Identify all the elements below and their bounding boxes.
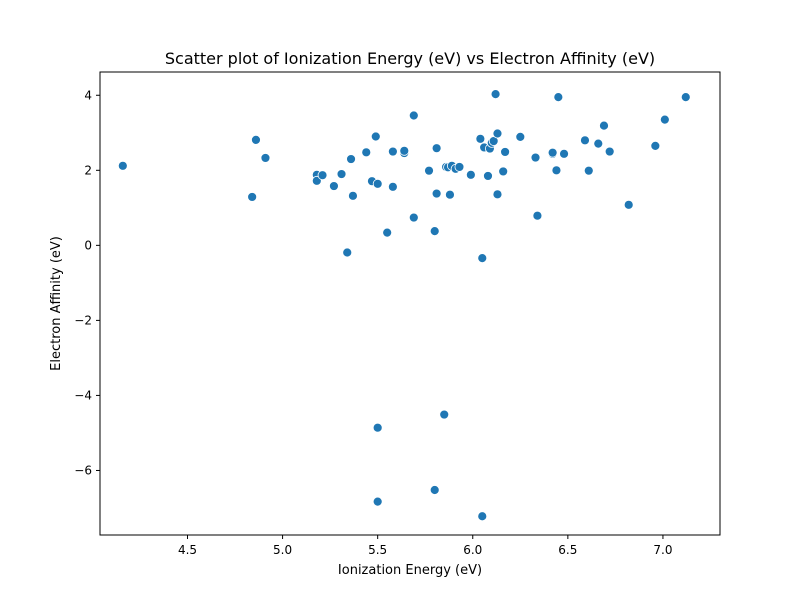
- x-tick-label: 4.5: [178, 543, 197, 557]
- data-point-50: [500, 147, 510, 157]
- data-point-23: [408, 110, 419, 121]
- ticks-layer: 4.5 5.0 5.5 6.0 6.5 7.0 −6 −4 −2 0 2 4: [74, 88, 672, 557]
- data-point-19: [387, 146, 398, 157]
- data-point-58: [559, 148, 569, 159]
- data-point-53: [532, 210, 543, 221]
- x-tick-label: 6.0: [463, 543, 482, 557]
- data-point-29: [431, 188, 442, 199]
- y-tick-label: 2: [84, 163, 92, 177]
- points-layer: [117, 89, 691, 522]
- data-point-7: [329, 181, 339, 191]
- data-point-62: [599, 120, 609, 131]
- data-point-0: [117, 160, 128, 171]
- data-point-18: [382, 227, 393, 238]
- plot-frame: [99, 71, 721, 536]
- data-point-56: [551, 165, 562, 176]
- y-tick-label: −4: [74, 388, 92, 402]
- x-tick-label: 5.0: [273, 543, 292, 557]
- data-point-12: [361, 147, 372, 158]
- data-point-66: [659, 114, 670, 125]
- y-axis-label: Electron Affinity (eV): [49, 236, 64, 371]
- data-point-28: [431, 143, 442, 154]
- data-point-59: [580, 135, 590, 146]
- data-point-8: [336, 169, 347, 179]
- data-point-63: [604, 146, 615, 157]
- data-point-55: [547, 147, 558, 158]
- data-point-16: [372, 422, 383, 433]
- chart-title: Scatter plot of Ionization Energy (eV) v…: [165, 49, 655, 68]
- data-point-64: [623, 199, 634, 210]
- x-tick-label: 7.0: [653, 543, 672, 557]
- data-point-6: [317, 170, 328, 181]
- data-point-47: [492, 128, 503, 139]
- y-tick-label: 0: [84, 238, 92, 252]
- data-point-17: [372, 496, 383, 507]
- data-point-27: [429, 485, 440, 495]
- data-point-11: [348, 190, 358, 201]
- data-point-33: [445, 189, 455, 200]
- data-point-9: [342, 247, 353, 258]
- data-point-36: [454, 162, 465, 172]
- data-point-51: [515, 132, 526, 142]
- data-point-15: [372, 178, 383, 189]
- data-point-39: [477, 253, 488, 264]
- data-point-42: [483, 171, 493, 181]
- data-point-10: [346, 154, 356, 164]
- data-point-52: [530, 152, 541, 163]
- data-point-22: [399, 145, 410, 156]
- data-point-24: [408, 212, 419, 223]
- data-point-60: [583, 165, 594, 176]
- data-point-67: [680, 92, 691, 103]
- x-axis-label: Ionization Energy (eV): [338, 563, 482, 578]
- data-point-38: [475, 133, 486, 144]
- data-point-30: [439, 409, 450, 420]
- data-point-40: [477, 511, 488, 522]
- data-point-65: [650, 141, 661, 151]
- data-point-25: [424, 165, 434, 176]
- y-tick-label: 4: [84, 88, 92, 102]
- data-point-49: [498, 166, 509, 177]
- data-point-20: [387, 181, 398, 192]
- data-point-2: [251, 135, 261, 145]
- data-point-48: [492, 189, 503, 200]
- x-tick-label: 5.5: [368, 543, 387, 557]
- y-tick-label: −6: [74, 463, 92, 477]
- data-point-61: [593, 138, 604, 149]
- data-point-26: [429, 226, 440, 236]
- data-point-57: [553, 92, 564, 103]
- data-point-46: [490, 89, 501, 100]
- x-tick-label: 6.5: [558, 543, 577, 557]
- data-point-1: [247, 192, 258, 202]
- data-point-3: [260, 153, 271, 163]
- data-point-14: [370, 131, 381, 142]
- y-tick-label: −2: [74, 313, 92, 327]
- data-point-37: [465, 169, 476, 180]
